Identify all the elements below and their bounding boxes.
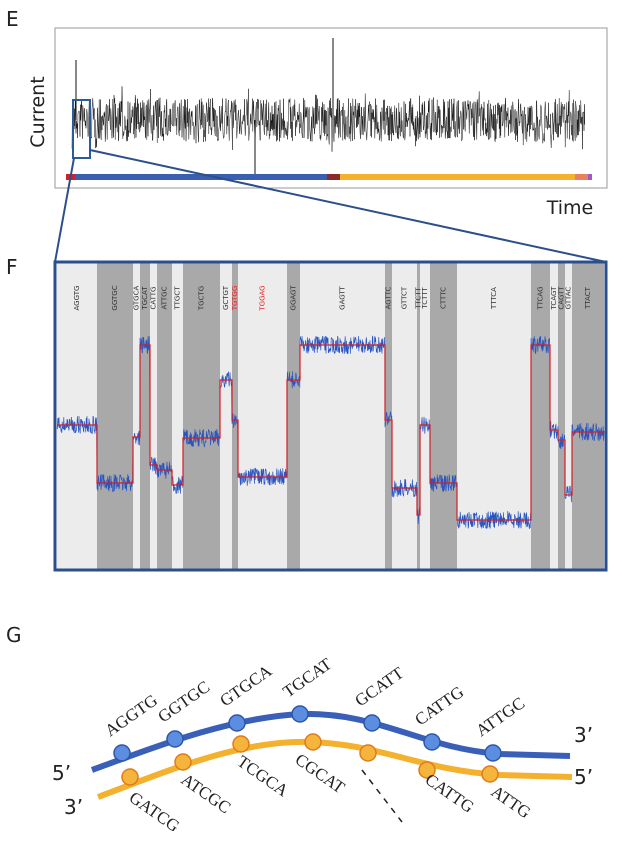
- kmer-label: GTGCA: [133, 286, 141, 311]
- segment-band: [150, 263, 157, 569]
- segment-band: [550, 263, 558, 569]
- kmer-label: GGTGC: [111, 285, 119, 310]
- segment-band: [572, 263, 604, 569]
- kmer-label: CATTG: [411, 682, 467, 729]
- kmer-label: TTGCT: [174, 286, 182, 311]
- base: [166, 730, 184, 748]
- kmer-label: GTTCT: [401, 286, 409, 309]
- base: [121, 768, 139, 786]
- current-trace: [71, 38, 586, 178]
- kmer-label: TGTGG: [231, 286, 239, 312]
- segment-band: [133, 263, 140, 569]
- segment-band: [287, 263, 300, 569]
- kmer-label: CTTTC: [440, 287, 448, 309]
- kmer-label: TCTTT: [421, 287, 429, 310]
- segment-band: [420, 263, 430, 569]
- base: [423, 733, 441, 751]
- segment-band: [57, 263, 97, 569]
- panel-e-frame: [54, 27, 608, 189]
- kmer-label: GAGTT: [339, 285, 347, 309]
- segment-band: [417, 263, 420, 569]
- segment-band: [430, 263, 457, 569]
- trace-line: [56, 335, 605, 530]
- kmer-label: TTCAG: [537, 287, 545, 311]
- kmer-label: TGGAG: [259, 285, 267, 311]
- bar-segment: [575, 174, 588, 180]
- kmer-label: TGCAT: [279, 654, 335, 701]
- base: [232, 735, 250, 753]
- kmer-label: AGTTC: [385, 287, 393, 310]
- segment-band: [565, 263, 572, 569]
- kmer-label: CATTG: [422, 770, 478, 817]
- segment-band: [220, 263, 232, 569]
- kmer-label: CATTG: [150, 287, 158, 310]
- panel-letter: E: [6, 7, 19, 31]
- y-axis-label: Current: [27, 76, 49, 147]
- strand-end: 3’: [64, 795, 83, 819]
- zoom-trace: AGGTG GGTGC GTGCA TGCAT CATTG ATTGC TTGCT TGCTG…: [56, 263, 605, 569]
- bar-segment: [588, 174, 592, 180]
- kmer-label: GGTGC: [154, 677, 213, 726]
- panel-f-frame: [53, 260, 608, 572]
- segment-band: [157, 263, 172, 569]
- bar-segment: [75, 174, 327, 180]
- base: [228, 714, 246, 732]
- base: [359, 744, 377, 762]
- segment-band: [183, 263, 220, 569]
- segment-band: [140, 263, 150, 569]
- segment-band: [97, 263, 133, 569]
- kmer-label: GCATT: [351, 663, 407, 710]
- kmer-label: ATTGC: [472, 693, 528, 740]
- zoom-line: [54, 157, 75, 263]
- base: [363, 714, 381, 732]
- strand-end: 5’: [52, 761, 71, 785]
- kmer-label: GTTAC: [565, 287, 573, 310]
- kmer-label: TTCTT: [415, 287, 423, 310]
- kmer-label: GTGCA: [216, 661, 275, 711]
- panel-letter: F: [6, 255, 18, 279]
- zoom-box: [72, 99, 91, 159]
- kmer-label: TTTCA: [490, 287, 498, 310]
- base: [484, 744, 502, 762]
- kmer-label: TCGCA: [234, 752, 293, 801]
- kmer-label: GATCG: [126, 788, 183, 836]
- kmer-label: AGGTG: [73, 286, 81, 311]
- kmer-label: ATTG: [488, 782, 534, 822]
- segment-band: [392, 263, 417, 569]
- strand-end: 5’: [574, 765, 593, 789]
- trace-line: [71, 86, 586, 152]
- kmer-label: GCTGT: [222, 285, 230, 310]
- segment-band: [238, 263, 287, 569]
- segment-band: [558, 263, 565, 569]
- kmer-label: AGGTG: [101, 691, 161, 741]
- kmer-label: ATTGC: [161, 286, 169, 309]
- kmer-label: TGCTG: [198, 286, 206, 311]
- gap-dashes: [361, 769, 403, 823]
- base: [174, 753, 192, 771]
- base: [291, 705, 309, 723]
- base: [113, 744, 131, 762]
- segment-band: [300, 263, 385, 569]
- kmer-label: CAGTT: [558, 286, 566, 310]
- kmer-label: TGCAT: [141, 286, 149, 311]
- kmer-label: TTACT: [584, 286, 592, 309]
- segment-band: [385, 263, 392, 569]
- level-line: [57, 344, 604, 521]
- segment-band: [172, 263, 183, 569]
- bar-segment: [340, 174, 575, 180]
- kmer-label: GGAGT: [290, 285, 298, 311]
- x-axis-label: Time: [546, 197, 594, 219]
- kmer-label: ATCGC: [178, 770, 235, 818]
- base: [304, 733, 322, 751]
- kmer-label: TCAGT: [550, 286, 558, 311]
- base: [481, 765, 499, 783]
- panel-letter: G: [6, 623, 22, 647]
- base: [418, 761, 436, 779]
- zoom-line: [89, 149, 607, 263]
- strand-end: 3’: [574, 723, 593, 747]
- kmer-label: CGCAT: [292, 750, 349, 798]
- bar-segment: [327, 174, 340, 180]
